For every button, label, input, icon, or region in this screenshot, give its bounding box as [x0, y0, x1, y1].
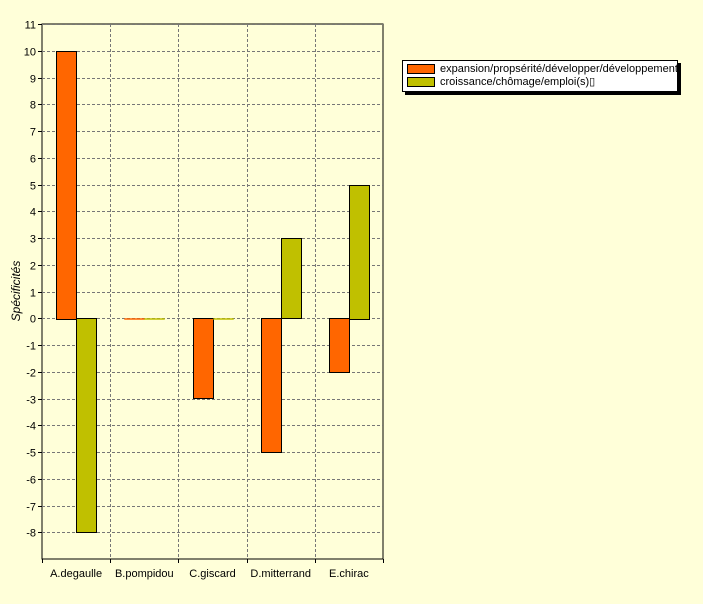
y-tick-label: -8 [26, 528, 36, 540]
y-tick-label: 4 [30, 207, 36, 219]
legend: expansion/propsérité/développer/développ… [402, 60, 678, 92]
bar-series-1-a-degaulle [56, 51, 77, 320]
y-tick-label: 9 [30, 74, 36, 86]
bar-series-1-e-chirac [329, 318, 350, 373]
bar-series-2-d-mitterrand [281, 238, 302, 319]
bar-series-1-b-pompidou [124, 318, 145, 320]
y-tick-label: -2 [26, 368, 36, 380]
x-tick-label: E.chirac [329, 568, 369, 580]
legend-swatch-croissance [407, 77, 435, 87]
y-tick-label: -7 [26, 502, 36, 514]
bar-series-2-e-chirac [349, 185, 370, 320]
y-tick-label: 3 [30, 234, 36, 246]
x-tick-label: D.mitterrand [250, 568, 311, 580]
y-tick-label: 0 [30, 314, 36, 326]
y-tick-label: -4 [26, 421, 36, 433]
y-tick-label: -3 [26, 395, 36, 407]
y-tick-label: 10 [24, 47, 36, 59]
y-tick-label: 2 [30, 261, 36, 273]
bar-series-1-c-giscard [193, 318, 214, 399]
x-tick-label: A.degaulle [50, 568, 102, 580]
y-tick-label: 5 [30, 181, 36, 193]
bar-series-2-b-pompidou [144, 318, 165, 320]
bar-series-2-a-degaulle [76, 318, 97, 533]
x-axis: A.degaulle B.pompidou C.giscard D.mitterran… [42, 559, 384, 580]
y-tick-label: -5 [26, 448, 36, 460]
bars [56, 51, 370, 533]
y-tick-label: 7 [30, 127, 36, 139]
y-tick-label: 1 [30, 288, 36, 300]
x-tick-label: C.giscard [189, 568, 235, 580]
x-tick-label: B.pompidou [115, 568, 174, 580]
bar-series-1-d-mitterrand [261, 318, 282, 453]
plot-area [41, 23, 384, 560]
y-tick-label: -1 [26, 341, 36, 353]
bar-series-2-c-giscard [213, 318, 234, 320]
y-tick-label: -6 [26, 475, 36, 487]
legend-label-croissance: croissance/chômage/emploi(s)▯ [440, 76, 596, 88]
y-tick-label: 6 [30, 154, 36, 166]
y-tick-label: 11 [25, 20, 36, 32]
legend-swatch-expansion [407, 64, 435, 74]
y-axis-label: Spécificités [9, 261, 23, 322]
legend-label-expansion: expansion/propsérité/développer/développ… [440, 63, 678, 75]
y-tick-label: 8 [30, 100, 36, 112]
